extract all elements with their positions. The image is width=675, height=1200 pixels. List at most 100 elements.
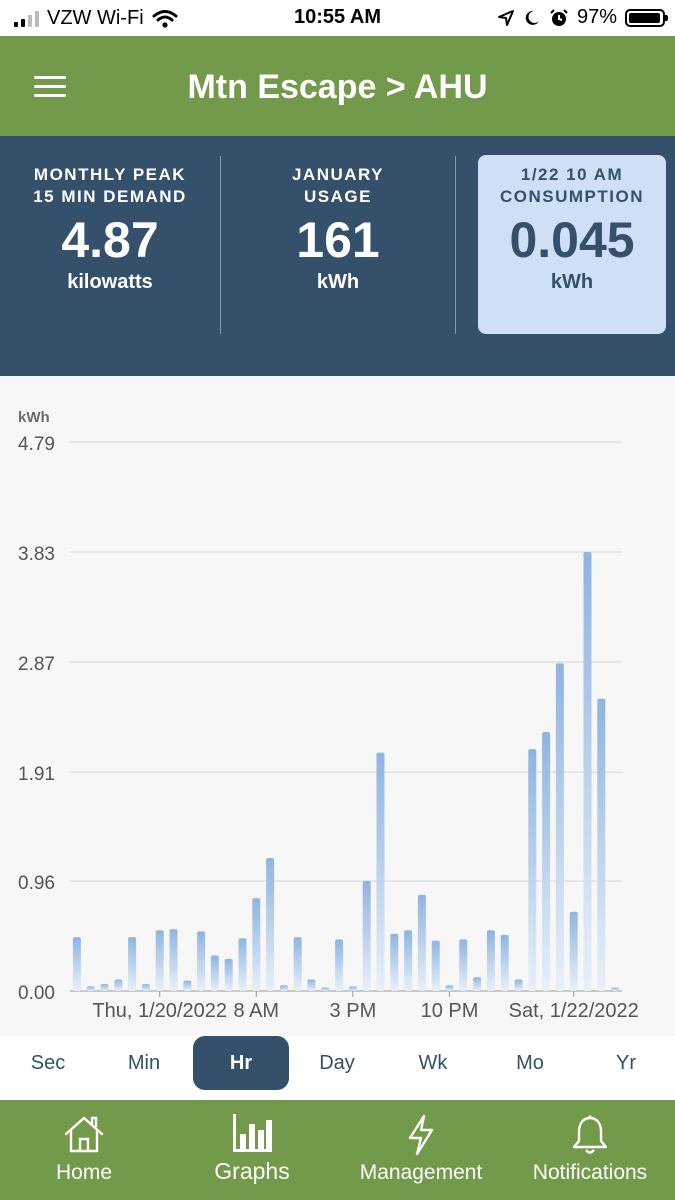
stat-unit: kilowatts: [67, 271, 153, 293]
status-right: 97%: [497, 6, 668, 29]
chart-bar[interactable]: [597, 698, 606, 991]
chart-bar[interactable]: [583, 552, 592, 991]
page-title: Mtn Escape > AHU: [187, 68, 488, 106]
chart-bar[interactable]: [569, 911, 578, 991]
stat-consumption[interactable]: 1/22 10 AM CONSUMPTION 0.045 kWh: [478, 164, 666, 294]
chart-bar[interactable]: [114, 979, 123, 991]
chart-bar[interactable]: [210, 955, 219, 991]
chart-bar[interactable]: [100, 984, 109, 991]
menu-icon[interactable]: [34, 76, 66, 98]
stat-value: 4.87: [61, 212, 159, 268]
chart-bar[interactable]: [141, 984, 150, 991]
chart-bar[interactable]: [335, 939, 344, 991]
wifi-icon: [152, 9, 178, 28]
y-tick-label: 0.96: [18, 873, 55, 894]
chart-bar[interactable]: [72, 937, 81, 991]
range-mo-button[interactable]: Mo: [516, 1052, 544, 1074]
status-bar: VZW Wi-Fi 10:55 AM 97%: [0, 0, 675, 36]
stat-value: 161: [296, 212, 380, 268]
stat-monthly-peak[interactable]: MONTHLY PEAK 15 MIN DEMAND 4.87 kilowatt…: [0, 164, 220, 294]
range-min-button[interactable]: Min: [127, 1052, 161, 1074]
chart-bar[interactable]: [128, 937, 137, 991]
chart-bar[interactable]: [459, 939, 468, 991]
chart-bar[interactable]: [183, 980, 192, 991]
chart-bar[interactable]: [542, 731, 551, 991]
stat-label: MONTHLY PEAK: [33, 165, 187, 184]
chart-bar[interactable]: [321, 987, 330, 991]
x-tick-label: 3 PM: [330, 1000, 377, 1022]
chart-bar[interactable]: [197, 931, 206, 991]
x-tick-label: 8 AM: [234, 1000, 280, 1022]
selected-stat-panel[interactable]: [478, 155, 666, 334]
time-range-bar: Sec Min Hr Day Wk Mo Yr: [0, 1036, 675, 1100]
chart-bar[interactable]: [279, 985, 288, 991]
usage-chart[interactable]: kWh 4.79 3.83 2.87 1.91 0.96 0.00 Thu, 1/20/2…: [0, 376, 675, 1036]
chart-bar[interactable]: [445, 985, 454, 991]
y-tick-label: 1.91: [18, 764, 55, 785]
chart-bar[interactable]: [266, 858, 275, 991]
chart-bar[interactable]: [528, 749, 537, 991]
chart-bar[interactable]: [252, 898, 261, 991]
nav-home[interactable]: Home: [0, 1100, 168, 1200]
bar-chart-icon: [233, 1114, 272, 1152]
lightning-icon: [408, 1114, 434, 1156]
nav-graphs[interactable]: Graphs: [168, 1100, 336, 1200]
chart-bar[interactable]: [500, 934, 509, 991]
battery-percent: 97%: [576, 6, 617, 28]
chart-bar[interactable]: [417, 894, 426, 991]
x-tick-label: Sat, 1/22/2022: [509, 1000, 639, 1022]
carrier-label: VZW Wi-Fi: [47, 7, 144, 29]
y-tick-label: 0.00: [18, 983, 55, 1004]
chart-bar[interactable]: [86, 986, 95, 991]
x-tick-label: Thu, 1/20/2022: [92, 1000, 227, 1022]
chart-bar[interactable]: [155, 930, 164, 991]
chart-bar[interactable]: [611, 987, 620, 991]
alarm-icon: [550, 8, 568, 26]
chart-bar[interactable]: [307, 979, 316, 991]
stat-value: 0.045: [509, 212, 635, 268]
nav-label: Home: [55, 1161, 113, 1184]
stat-january-usage[interactable]: JANUARY USAGE 161 kWh: [221, 164, 455, 294]
stats-divider: [455, 156, 456, 334]
nav-label: Management: [359, 1161, 483, 1184]
chart-bar[interactable]: [224, 958, 233, 991]
chart-bar[interactable]: [486, 930, 495, 991]
moon-icon: [525, 10, 539, 25]
y-tick-label: 3.83: [18, 544, 55, 565]
x-tick-label: 10 PM: [421, 1000, 479, 1022]
y-tick-label: 4.79: [18, 434, 55, 455]
stats-divider: [220, 156, 221, 334]
chart-bar[interactable]: [555, 663, 564, 991]
chart-bar[interactable]: [404, 930, 413, 991]
app-header: Mtn Escape > AHU: [0, 36, 675, 136]
home-icon: [64, 1116, 104, 1153]
chart-bar[interactable]: [293, 937, 302, 991]
y-axis-label: kWh: [18, 409, 50, 426]
chart-bar[interactable]: [238, 938, 247, 991]
status-left: VZW Wi-Fi: [14, 7, 178, 30]
chart-bar[interactable]: [473, 977, 482, 991]
stat-unit: kWh: [316, 271, 360, 293]
status-time: 10:55 AM: [293, 6, 382, 28]
chart-bar[interactable]: [390, 933, 399, 991]
range-hr-button[interactable]: Hr: [193, 1036, 289, 1090]
stat-label: 1/22 10 AM: [520, 165, 624, 184]
location-arrow-icon: [497, 9, 514, 26]
battery-icon: [625, 8, 668, 27]
chart-bar[interactable]: [376, 752, 385, 991]
chart-bar[interactable]: [514, 979, 523, 991]
range-sec-button[interactable]: Sec: [30, 1052, 66, 1074]
chart-bar[interactable]: [169, 929, 178, 991]
range-yr-button[interactable]: Yr: [616, 1052, 636, 1074]
range-wk-button[interactable]: Wk: [418, 1052, 448, 1074]
chart-bar[interactable]: [348, 986, 357, 991]
nav-management[interactable]: Management: [337, 1100, 505, 1200]
range-day-button[interactable]: Day: [319, 1052, 355, 1074]
chart-bar[interactable]: [431, 940, 440, 991]
nav-label: Notifications: [532, 1161, 648, 1184]
nav-notifications[interactable]: Notifications: [506, 1100, 674, 1200]
bell-icon: [572, 1115, 608, 1154]
chart-bar[interactable]: [362, 880, 371, 991]
stat-label: JANUARY: [291, 165, 385, 184]
nav-label: Graphs: [214, 1158, 290, 1184]
